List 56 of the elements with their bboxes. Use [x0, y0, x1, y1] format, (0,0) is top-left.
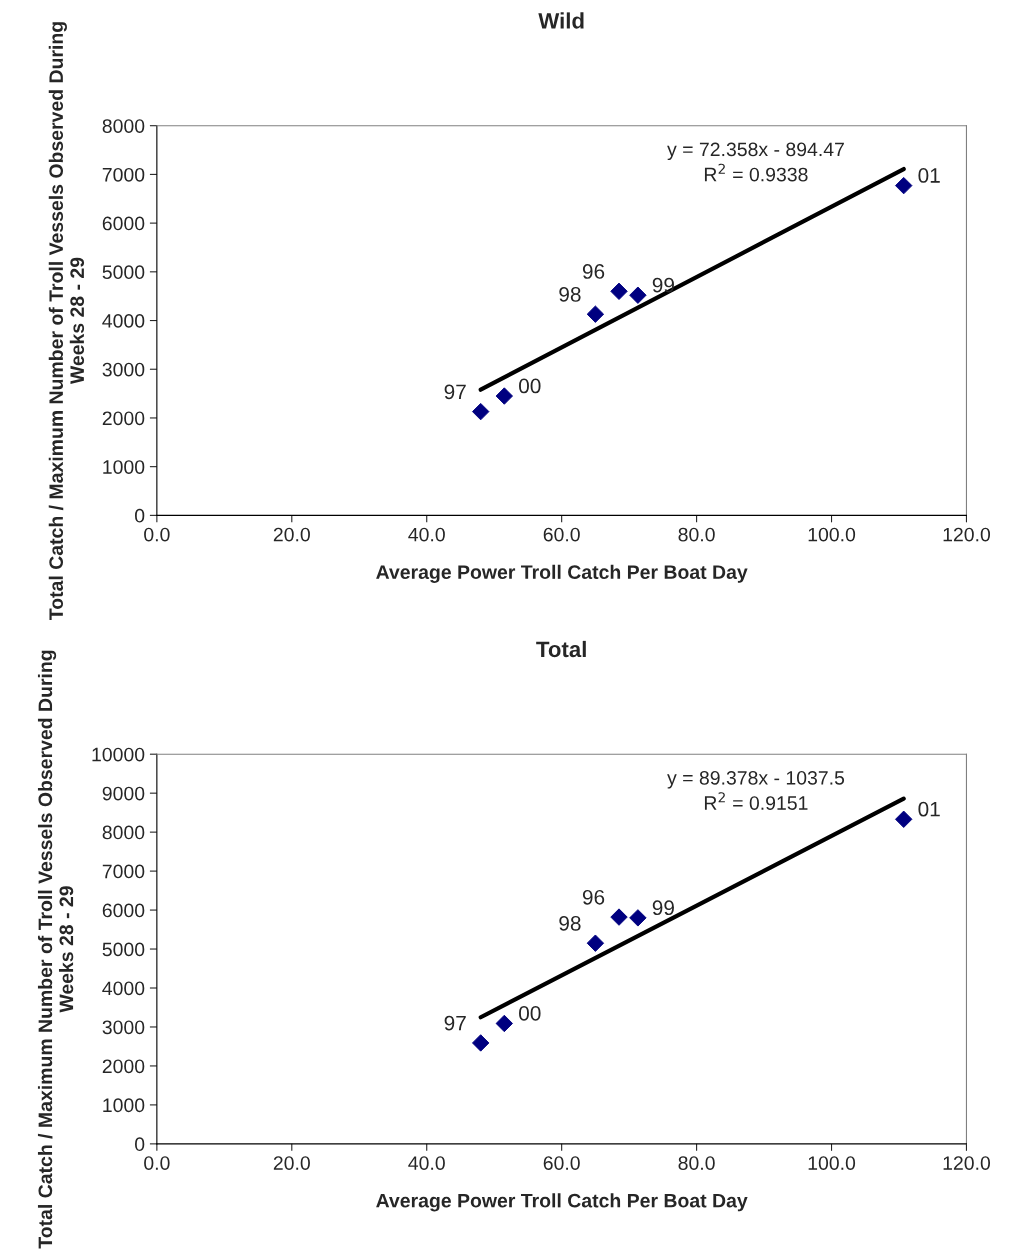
- y-tick-label: 9000: [102, 786, 145, 801]
- x-tick-label: 20.0: [273, 527, 310, 542]
- annotation: 96: [582, 264, 605, 279]
- annotation: R$^{2}$ = 0.9338: [704, 163, 808, 182]
- y-tick-label: 3000: [102, 362, 145, 377]
- x-tick-label: 40.0: [408, 1156, 445, 1170]
- x-tick-label: 120.0: [943, 527, 991, 542]
- y-tick-label: 7000: [102, 864, 145, 879]
- y-tick-label: 0: [135, 1137, 145, 1152]
- y-tick-label: 6000: [102, 216, 145, 231]
- annotation: y = 72.358x - 894.47: [667, 142, 844, 161]
- y-tick-label: 4000: [102, 314, 145, 328]
- chart-title: Total: [536, 640, 586, 658]
- annotation: R$^{2}$ = 0.9151: [704, 792, 808, 810]
- y-axis-title: Total Catch / Maximum Number of Troll Vessels Observed During Weeks 28 - 29: [48, 22, 85, 620]
- annotation: y = 89.378x - 1037.5: [667, 770, 845, 789]
- annotation: 97: [444, 384, 466, 400]
- x-tick-label: 0.0: [144, 1156, 170, 1170]
- y-tick-label: 4000: [102, 981, 145, 996]
- x-tick-label: 0.0: [144, 527, 170, 542]
- annotation: 98: [559, 287, 581, 302]
- annotation: 97: [444, 1015, 466, 1031]
- chart-title: Wild: [538, 12, 584, 29]
- y-tick-label: 8000: [102, 825, 145, 840]
- x-tick-label: 120.0: [943, 1156, 991, 1170]
- y-tick-label: 2000: [102, 411, 145, 426]
- y-tick-label: 2000: [102, 1059, 145, 1074]
- annotation: 01: [918, 801, 940, 817]
- y-tick-label: 10000: [92, 747, 145, 762]
- y-tick-label: 1000: [103, 460, 145, 474]
- y-tick-label: 3000: [102, 1020, 145, 1035]
- y-tick-label: 1000: [103, 1098, 145, 1113]
- x-tick-label: 20.0: [273, 1156, 310, 1170]
- y-tick-label: 7000: [102, 167, 145, 182]
- x-axis-title: Average Power Troll Catch Per Boat Day: [376, 1193, 748, 1212]
- y-tick-label: 5000: [102, 265, 145, 280]
- annotation: 99: [652, 277, 674, 293]
- y-axis-title: Total Catch / Maximum Number of Troll Vessels Observed During Weeks 28 - 29: [37, 650, 74, 1249]
- y-tick-label: 6000: [102, 903, 145, 918]
- annotation: 01: [918, 168, 940, 183]
- x-axis-title: Average Power Troll Catch Per Boat Day: [376, 564, 748, 583]
- annotation: 99: [652, 900, 674, 916]
- x-tick-label: 80.0: [678, 1156, 715, 1170]
- y-tick-label: 8000: [102, 119, 145, 133]
- y-tick-label: 0: [135, 508, 145, 523]
- x-tick-label: 40.0: [408, 527, 445, 542]
- annotation: 98: [559, 915, 581, 931]
- x-tick-label: 60.0: [543, 527, 580, 542]
- x-tick-label: 100.0: [808, 527, 856, 542]
- annotation: 96: [582, 889, 605, 905]
- y-tick-label: 5000: [102, 942, 145, 957]
- annotation: 00: [519, 378, 541, 394]
- annotation: 00: [519, 1005, 541, 1021]
- x-tick-label: 60.0: [543, 1156, 580, 1170]
- x-tick-label: 80.0: [678, 527, 715, 542]
- x-tick-label: 100.0: [808, 1156, 856, 1170]
